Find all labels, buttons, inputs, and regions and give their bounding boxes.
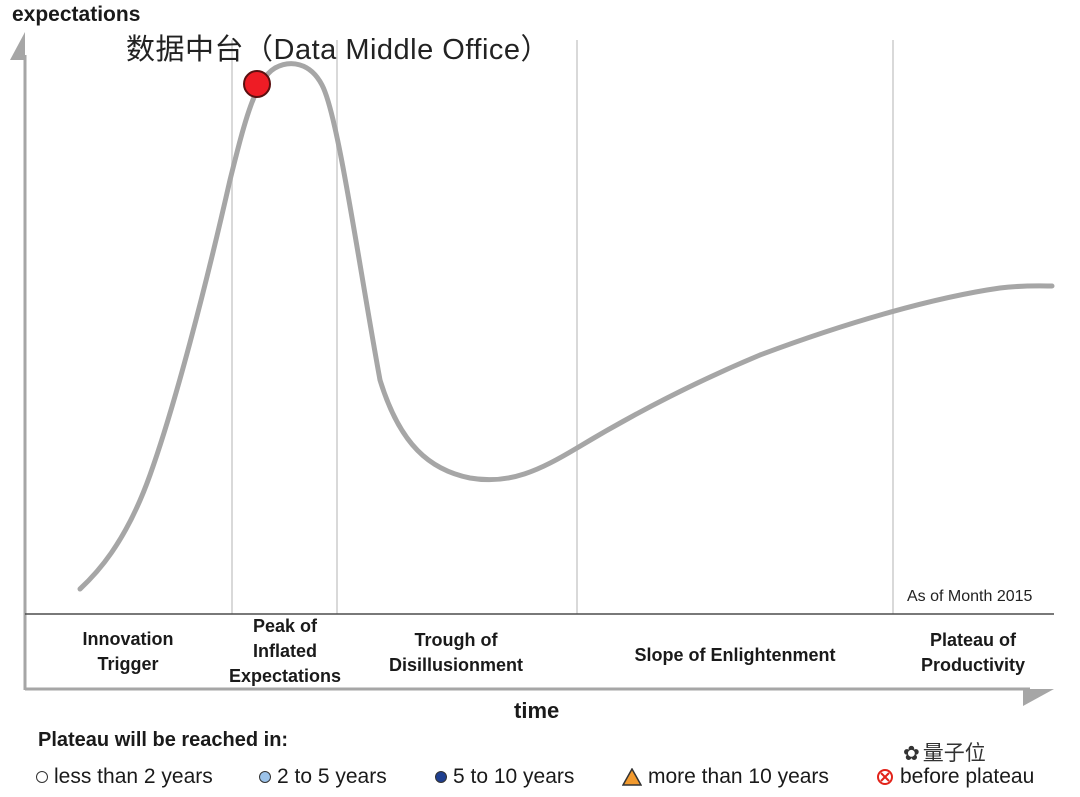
as-of-date: As of Month 2015 bbox=[907, 588, 1033, 605]
x-axis-label: time bbox=[514, 698, 560, 723]
phase-trough-of-disillusionment: Trough of Disillusionment bbox=[388, 630, 523, 675]
orange-triangle-icon bbox=[622, 768, 642, 786]
phase-innovation-trigger: Innovation Trigger bbox=[82, 629, 174, 674]
empty-circle-icon bbox=[36, 771, 48, 783]
legend-item-5-to-10-years: 5 to 10 years bbox=[435, 765, 574, 789]
legend-item-more-than-10-years: more than 10 years bbox=[622, 765, 829, 789]
legend-item-before-plateau: before plateau bbox=[876, 765, 1034, 789]
wechat-icon: ✿ bbox=[903, 743, 920, 765]
legend-item-2-to-5-years: 2 to 5 years bbox=[259, 765, 387, 789]
phase-plateau-of-productivity: Plateau of Productivity bbox=[920, 630, 1026, 675]
legend-item-less-than-2-years: less than 2 years bbox=[36, 765, 213, 789]
technology-marker[interactable] bbox=[243, 70, 271, 98]
y-axis-label: expectations bbox=[12, 3, 141, 26]
dark-blue-circle-icon bbox=[435, 771, 447, 783]
crossed-circle-icon bbox=[877, 769, 893, 785]
phase-peak-of-inflated-expectations: Peak of Inflated Expectations bbox=[228, 616, 342, 686]
watermark: ✿ 量子位 bbox=[903, 737, 986, 767]
phase-slope-of-enlightenment: Slope of Enlightenment bbox=[634, 645, 836, 665]
technology-label: 数据中台（Data Middle Office） bbox=[126, 34, 551, 66]
legend-title: Plateau will be reached in: bbox=[38, 729, 289, 751]
light-blue-circle-icon bbox=[259, 771, 271, 783]
y-axis-arrow-icon bbox=[10, 32, 25, 60]
x-axis-arrow-icon bbox=[1023, 689, 1054, 706]
hype-curve bbox=[77, 61, 1055, 592]
